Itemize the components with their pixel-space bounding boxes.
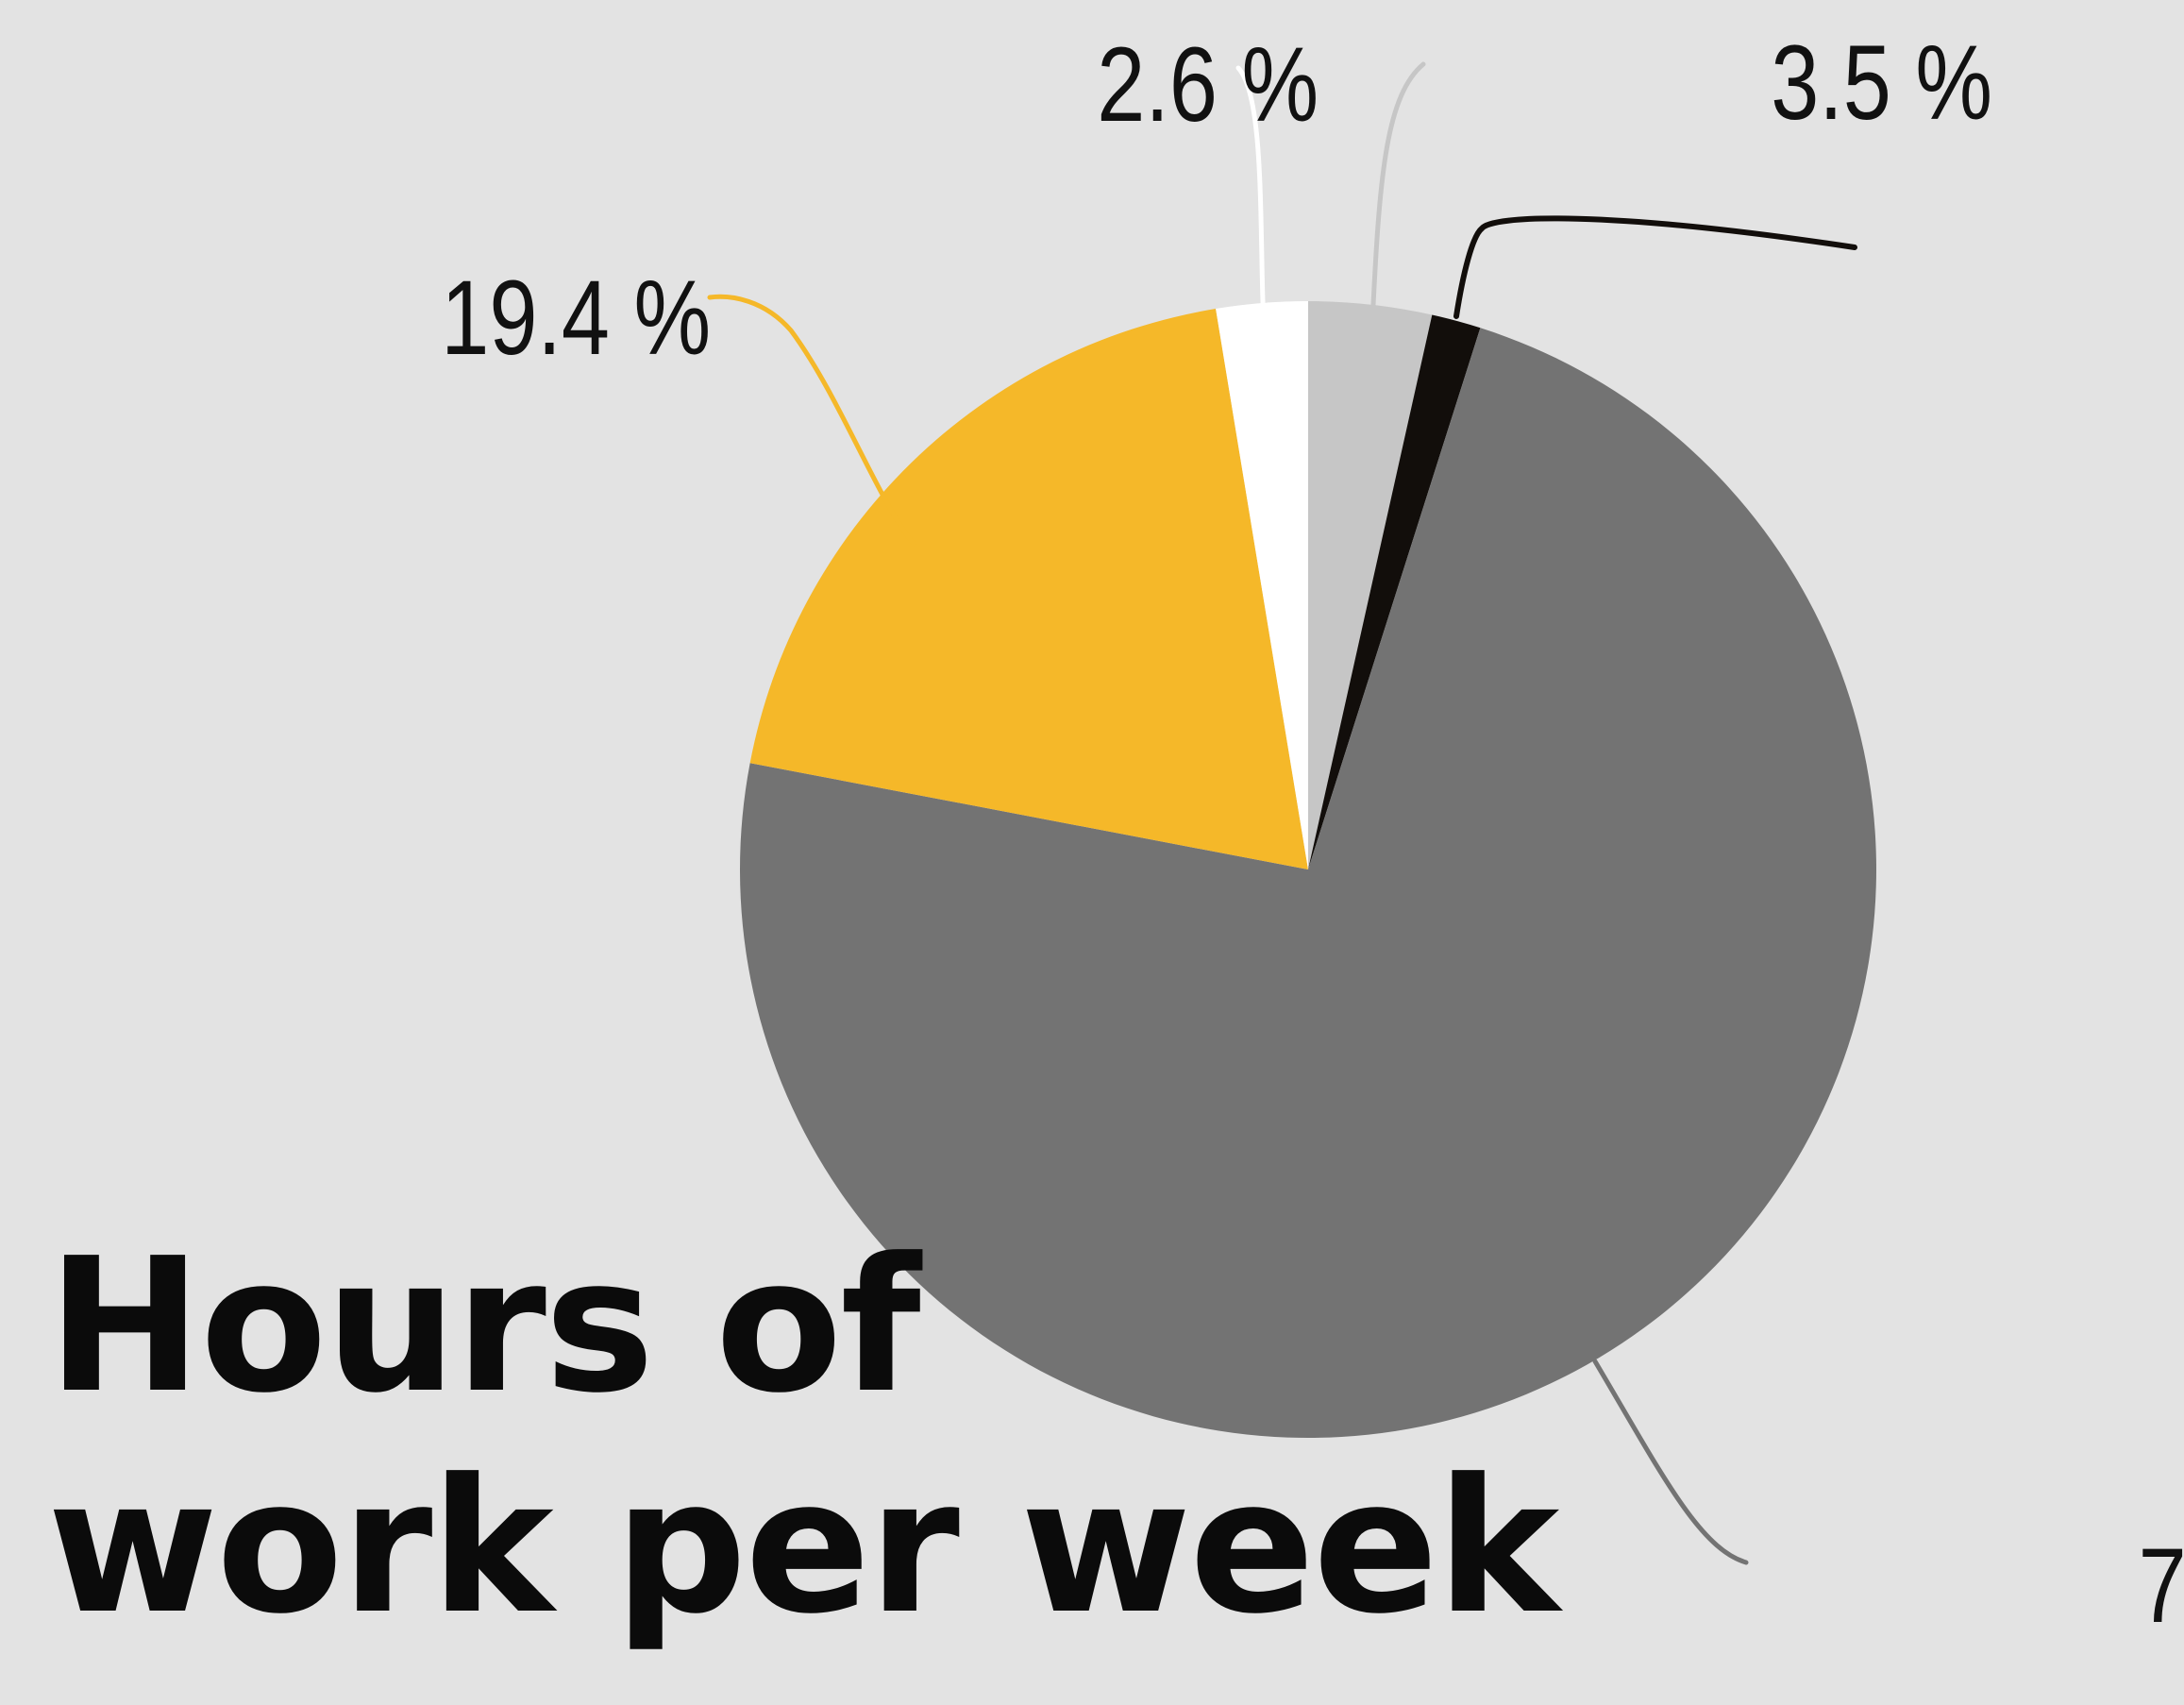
pie-slice-5 (1216, 301, 1308, 869)
chart-title-line-1: Hours of (47, 1219, 921, 1434)
pie-slices (739, 301, 1876, 1439)
leader-lines (707, 61, 1857, 1565)
slice-label-1: 3.5 % (1771, 23, 1992, 142)
leader-line-4 (707, 294, 916, 547)
chart-title-line-2: work per week (47, 1440, 1559, 1655)
leader-line-5 (1235, 65, 1266, 305)
pie-slice-4 (749, 309, 1308, 869)
slice-label-3: 73.1 % (2139, 1526, 2184, 1645)
slice-label-5: 2.6 % (1097, 25, 1319, 143)
chart-title: Hours of work per week (47, 1216, 1559, 1658)
leader-line-1 (1370, 61, 1426, 308)
leader-line-2 (1453, 215, 1857, 319)
pie-slice-2 (1308, 314, 1481, 869)
slice-label-4: 19.4 % (441, 258, 711, 377)
leader-line-3 (1592, 1359, 1749, 1565)
slice-labels: 3.5 %1.4 %73.1 %19.4 %2.6 % (441, 23, 2184, 1645)
pie-slice-1 (1308, 301, 1433, 869)
pie-slice-3 (739, 328, 1876, 1439)
